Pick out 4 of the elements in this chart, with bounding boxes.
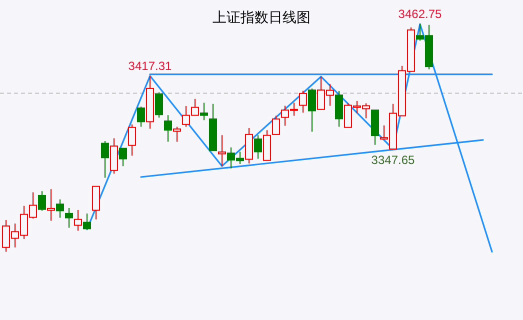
annotation: 3462.75	[398, 7, 442, 21]
annotation: 3417.31	[128, 58, 172, 73]
annotation: 3347.65	[371, 153, 416, 168]
chart-title: 上证指数日线图	[212, 9, 310, 25]
